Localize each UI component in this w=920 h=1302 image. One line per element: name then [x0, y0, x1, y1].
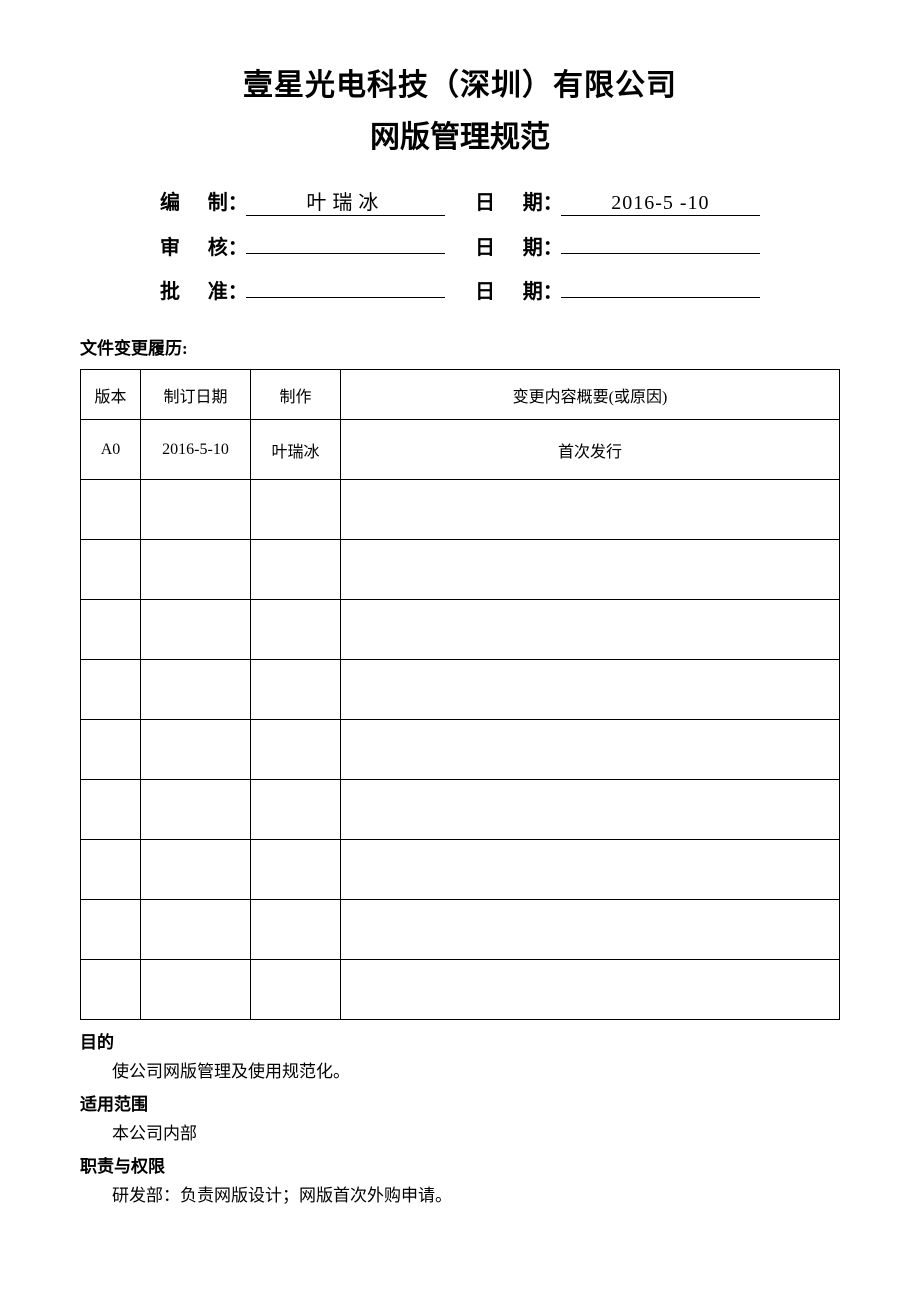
responsibility-heading: 职责与权限	[80, 1152, 840, 1177]
table-cell	[251, 720, 341, 780]
approved-label: 批准	[160, 275, 228, 304]
signoff-row-approved: 批准 ： 日期 ：	[160, 274, 760, 304]
colon: ：	[228, 186, 246, 215]
col-header-version: 版本	[81, 370, 141, 420]
doc-title: 网版管理规范	[80, 112, 840, 156]
table-cell	[341, 600, 840, 660]
col-header-author: 制作	[251, 370, 341, 420]
table-cell	[341, 840, 840, 900]
table-cell: 2016-5-10	[141, 420, 251, 480]
approved-date-label: 日期	[475, 275, 543, 304]
table-cell	[141, 540, 251, 600]
prepared-date-label: 日期	[475, 186, 543, 215]
table-row	[81, 960, 840, 1020]
table-cell	[141, 840, 251, 900]
approved-value	[246, 274, 445, 298]
table-cell	[81, 960, 141, 1020]
prepared-value: 叶瑞冰	[246, 186, 445, 216]
reviewed-value	[246, 230, 445, 254]
table-row	[81, 840, 840, 900]
scope-heading: 适用范围	[80, 1090, 840, 1115]
colon: ：	[228, 275, 246, 304]
responsibility-text: 研发部：负责网版设计；网版首次外购申请。	[112, 1181, 840, 1206]
table-cell: 叶瑞冰	[251, 420, 341, 480]
signoff-row-reviewed: 审核 ： 日期 ：	[160, 230, 760, 260]
table-cell	[141, 720, 251, 780]
table-row	[81, 540, 840, 600]
table-cell	[141, 600, 251, 660]
table-cell	[251, 780, 341, 840]
table-cell	[251, 600, 341, 660]
purpose-heading: 目的	[80, 1028, 840, 1053]
table-row	[81, 720, 840, 780]
company-name: 壹星光电科技（深圳）有限公司	[80, 60, 840, 104]
table-cell	[141, 480, 251, 540]
table-cell	[141, 660, 251, 720]
table-cell	[81, 600, 141, 660]
prepared-label: 编制	[160, 186, 228, 215]
table-cell	[251, 660, 341, 720]
table-cell	[251, 960, 341, 1020]
table-cell	[81, 840, 141, 900]
table-cell	[81, 900, 141, 960]
prepared-date-value: 2016-5 -10	[561, 192, 760, 216]
body-sections: 目的 使公司网版管理及使用规范化。 适用范围 本公司内部 职责与权限 研发部：负…	[80, 1028, 840, 1206]
table-cell	[341, 540, 840, 600]
table-cell	[141, 960, 251, 1020]
title-block: 壹星光电科技（深圳）有限公司 网版管理规范	[80, 60, 840, 156]
table-cell	[341, 900, 840, 960]
table-cell	[141, 900, 251, 960]
table-row	[81, 660, 840, 720]
table-cell	[341, 720, 840, 780]
colon: ：	[543, 186, 561, 215]
history-heading: 文件变更履历:	[80, 334, 840, 359]
table-cell	[81, 780, 141, 840]
reviewed-label: 审核	[160, 231, 228, 260]
table-cell	[81, 720, 141, 780]
approved-date-value	[561, 274, 760, 298]
reviewed-date-value	[561, 230, 760, 254]
purpose-text: 使公司网版管理及使用规范化。	[112, 1057, 840, 1082]
table-cell	[251, 900, 341, 960]
reviewed-date-label: 日期	[475, 231, 543, 260]
table-cell	[251, 840, 341, 900]
signoff-block: 编制 ： 叶瑞冰 日期 ： 2016-5 -10 审核 ： 日期 ： 批准 ： …	[160, 186, 760, 304]
table-cell	[341, 960, 840, 1020]
signoff-row-prepared: 编制 ： 叶瑞冰 日期 ： 2016-5 -10	[160, 186, 760, 216]
table-cell	[251, 540, 341, 600]
col-header-date: 制订日期	[141, 370, 251, 420]
table-cell	[81, 540, 141, 600]
colon: ：	[228, 231, 246, 260]
col-header-desc: 变更内容概要(或原因)	[341, 370, 840, 420]
table-cell	[341, 660, 840, 720]
table-cell	[141, 780, 251, 840]
table-cell	[251, 480, 341, 540]
table-header-row: 版本 制订日期 制作 变更内容概要(或原因)	[81, 370, 840, 420]
table-cell: A0	[81, 420, 141, 480]
table-row	[81, 600, 840, 660]
table-cell	[341, 480, 840, 540]
table-row	[81, 480, 840, 540]
table-row: A02016-5-10叶瑞冰首次发行	[81, 420, 840, 480]
colon: ：	[543, 275, 561, 304]
table-row	[81, 900, 840, 960]
table-cell	[341, 780, 840, 840]
scope-text: 本公司内部	[112, 1119, 840, 1144]
table-cell	[81, 480, 141, 540]
table-cell: 首次发行	[341, 420, 840, 480]
table-cell	[81, 660, 141, 720]
history-table: 版本 制订日期 制作 变更内容概要(或原因) A02016-5-10叶瑞冰首次发…	[80, 369, 840, 1020]
colon: ：	[543, 231, 561, 260]
table-row	[81, 780, 840, 840]
